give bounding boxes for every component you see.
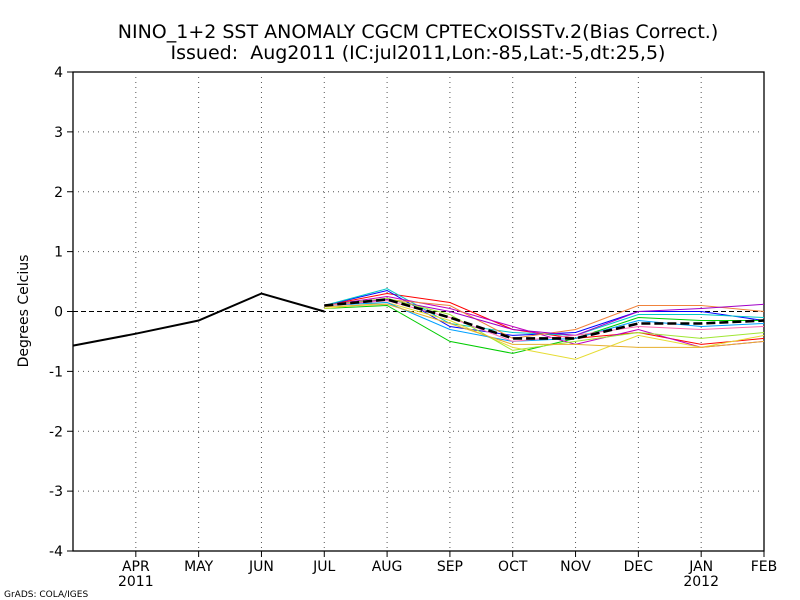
y-tick-label: 0 — [54, 305, 63, 321]
y-tick-label: -2 — [49, 424, 63, 440]
series-line-member-6 — [324, 301, 765, 360]
observed-line — [72, 292, 325, 347]
series-line-member-11 — [324, 303, 765, 348]
y-tick-label: 3 — [54, 125, 63, 141]
series-layer — [72, 288, 765, 360]
x-tick-label: MAY — [184, 559, 214, 575]
y-tick-label: 1 — [54, 245, 63, 261]
x-tick-label: DEC — [624, 559, 654, 575]
y-tick-label: -4 — [49, 544, 63, 560]
y-axis-label: Degrees Celcius — [16, 255, 32, 368]
series-line-member-9 — [324, 297, 765, 351]
year-label: 2012 — [683, 574, 719, 590]
x-tick-label: SEP — [437, 559, 463, 575]
year-label: 2011 — [118, 574, 154, 590]
x-tick-label: JUL — [312, 559, 335, 575]
x-tick-label: OCT — [498, 559, 528, 575]
x-tick-label: AUG — [372, 559, 403, 575]
series-line-member-4 — [324, 288, 765, 336]
x-tick-label: NOV — [560, 559, 591, 575]
ensemble-mean-line — [324, 298, 765, 340]
y-tick-label: -3 — [49, 484, 63, 500]
x-tick-label: JAN — [688, 559, 713, 575]
credit-label: GrADS: COLA/IGES — [4, 590, 88, 600]
y-tick-label: 4 — [54, 65, 63, 81]
y-tick-label: -1 — [49, 364, 63, 380]
y-tick-label: 2 — [54, 185, 63, 201]
plot-area — [72, 71, 765, 552]
x-tick-label: APR — [122, 559, 150, 575]
chart-title: NINO_1+2 SST ANOMALY CGCM CPTECxOISSTv.2… — [118, 21, 718, 43]
chart-subtitle: Issued: Aug2011 (IC:jul2011,Lon:-85,Lat:… — [171, 42, 666, 64]
x-tick-label: FEB — [751, 559, 778, 575]
grid — [73, 72, 764, 551]
series-line-member-5 — [324, 295, 765, 348]
x-tick-label: JUN — [248, 559, 274, 575]
